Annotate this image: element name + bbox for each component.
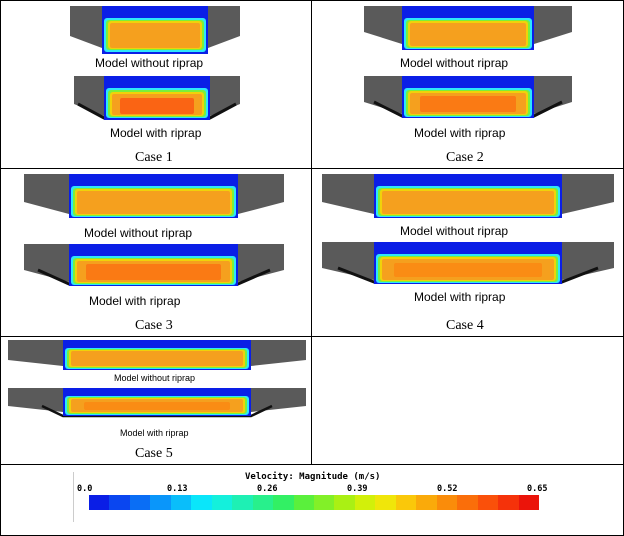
colorbar-swatch <box>477 495 499 510</box>
legend-divider <box>73 472 74 522</box>
legend-tick-label: 0.0 <box>77 484 93 494</box>
colorbar-swatch <box>109 495 130 510</box>
case-2-title: Case 2 <box>446 150 484 165</box>
case-1-bottom-label: Model with riprap <box>110 126 202 140</box>
case-4-flow-with-riprap <box>322 242 614 284</box>
case-3-top-label: Model without riprap <box>84 226 193 240</box>
case-3-flow-without-riprap <box>24 174 284 218</box>
case-4-bottom-label: Model with riprap <box>414 290 506 304</box>
legend-tick-label: 0.52 <box>437 484 458 494</box>
colorbar-swatch <box>354 495 376 510</box>
case-3-bottom-label: Model with riprap <box>89 294 181 308</box>
case-1-title: Case 1 <box>135 150 173 165</box>
colorbar-swatch <box>395 495 417 510</box>
colorbar-swatch <box>518 495 539 510</box>
case-3-title: Case 3 <box>135 318 173 333</box>
case-5-top-label: Model without riprap <box>114 373 196 383</box>
colorbar-swatch <box>334 495 355 510</box>
legend-tick-label: 0.13 <box>167 484 188 494</box>
colorbar-swatch <box>252 495 274 510</box>
legend-title: Velocity: Magnitude (m/s) <box>245 472 381 482</box>
colorbar-swatch <box>313 495 335 510</box>
legend-tick-label: 0.65 <box>527 484 548 494</box>
case-5-flow-without-riprap <box>8 340 306 370</box>
case-2-top-label: Model without riprap <box>400 56 509 70</box>
case-4-flow-without-riprap <box>322 174 614 218</box>
case-1-flow-with-riprap <box>74 76 240 120</box>
empty-panel <box>311 336 624 465</box>
case-5-bottom-label: Model with riprap <box>120 428 189 438</box>
case-3-flow-with-riprap <box>24 244 284 286</box>
colorbar-swatch <box>273 495 294 510</box>
case-2-flow-without-riprap <box>364 6 572 50</box>
legend-colorbar <box>89 495 539 510</box>
colorbar-swatch <box>498 495 519 510</box>
case-4-title: Case 4 <box>446 318 484 333</box>
colorbar-swatch <box>457 495 478 510</box>
colorbar-swatch <box>129 495 151 510</box>
colorbar-swatch <box>232 495 253 510</box>
case-4-top-label: Model without riprap <box>400 224 509 238</box>
legend-tick-label: 0.26 <box>257 484 278 494</box>
legend-ticks: 0.0 0.13 0.26 0.39 0.52 0.65 <box>0 484 624 496</box>
case-1-flow-without-riprap <box>70 6 240 54</box>
colorbar-swatch <box>170 495 192 510</box>
colorbar-swatch <box>293 495 314 510</box>
case-2-bottom-label: Model with riprap <box>414 126 506 140</box>
colorbar-swatch <box>191 495 212 510</box>
legend-tick-label: 0.39 <box>347 484 368 494</box>
colorbar-swatch <box>416 495 437 510</box>
colorbar-swatch <box>89 495 110 510</box>
case-1-top-label: Model without riprap <box>95 56 204 70</box>
colorbar-swatch <box>375 495 396 510</box>
colorbar-swatch <box>436 495 458 510</box>
case-5-flow-with-riprap <box>8 388 306 418</box>
case-5-title: Case 5 <box>135 446 173 461</box>
colorbar-swatch <box>211 495 233 510</box>
colorbar-swatch <box>150 495 171 510</box>
case-2-flow-with-riprap <box>364 76 572 118</box>
